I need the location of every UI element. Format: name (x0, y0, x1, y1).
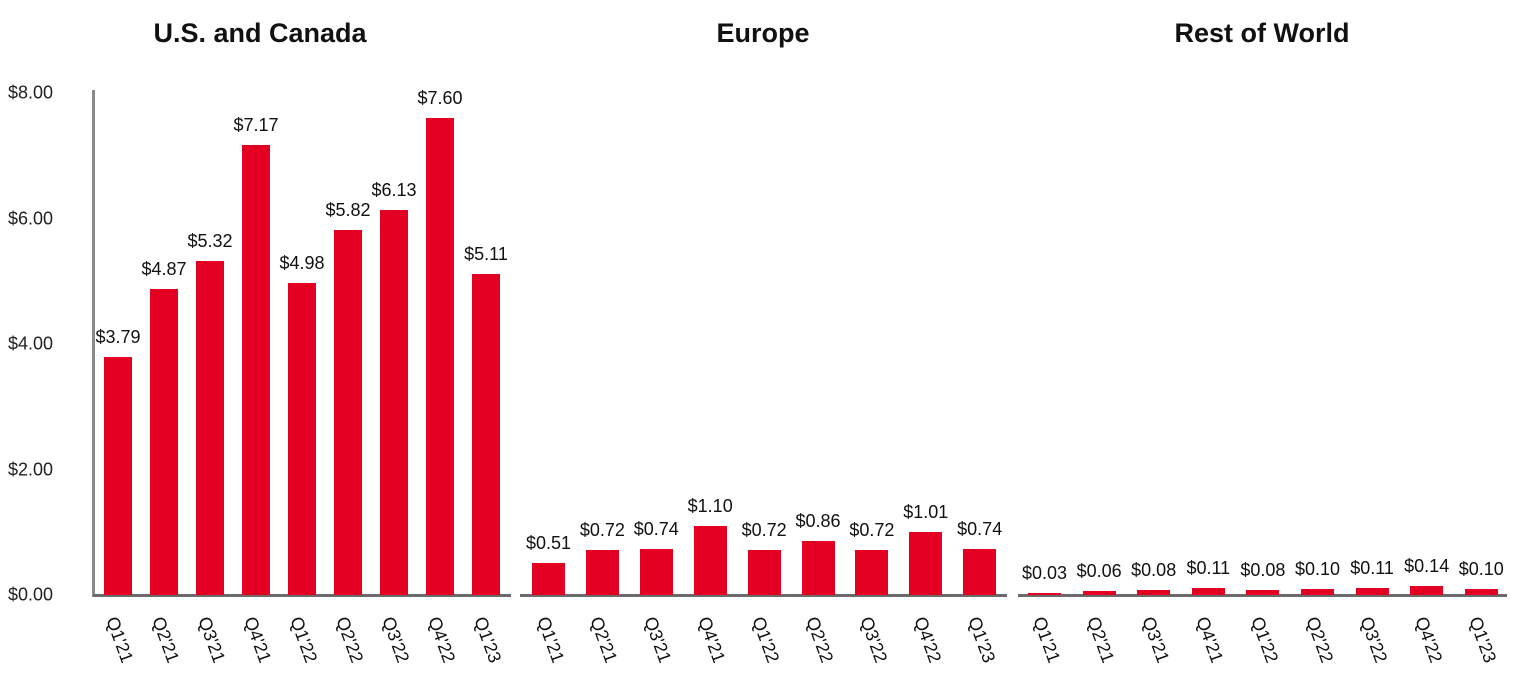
bar-value-label: $0.74 (957, 518, 1003, 539)
bar-value-label: $0.10 (1294, 558, 1341, 579)
bar-value-label: $1.01 (903, 501, 949, 522)
bar-value-label: $1.10 (687, 495, 733, 516)
bar-value-label: $0.51 (525, 532, 572, 553)
bar (426, 118, 454, 595)
bar-value-label: $5.82 (325, 199, 371, 220)
bar (288, 282, 316, 595)
x-axis-category-label: Q1'22 (1247, 614, 1283, 666)
x-axis-baseline (1018, 594, 1507, 597)
bar (1191, 588, 1225, 595)
bar-value-label: $7.60 (417, 88, 463, 109)
x-axis-category-label: Q3'21 (1137, 614, 1173, 666)
x-axis-category-label: Q3'22 (1356, 614, 1392, 666)
x-axis-category-label: Q3'22 (378, 614, 414, 666)
y-axis-line (92, 90, 95, 597)
x-axis-baseline (520, 594, 1007, 597)
x-axis-category-label: Q4'22 (1410, 614, 1446, 666)
bar (747, 549, 781, 595)
x-axis-category-label: Q2'21 (148, 614, 184, 666)
bar (472, 274, 500, 595)
bar (639, 548, 673, 595)
bar (1028, 593, 1061, 595)
bar-value-label: $0.03 (1021, 563, 1068, 584)
x-axis-category-label: Q4'22 (910, 614, 946, 666)
x-axis-category-label: Q1'21 (102, 614, 138, 666)
x-axis-category-label: Q2'21 (1083, 614, 1119, 666)
bar-value-label: $0.72 (849, 519, 895, 540)
bar (532, 562, 565, 595)
bar (693, 525, 727, 595)
bar-value-label: $3.79 (95, 327, 141, 348)
x-axis-category-label: Q3'21 (194, 614, 230, 666)
x-axis-category-label: Q1'23 (470, 614, 506, 666)
bar (855, 549, 889, 595)
x-axis-category-label: Q4'21 (1192, 614, 1228, 666)
x-axis-category-label: Q2'22 (332, 614, 368, 666)
bar-value-label: $0.72 (741, 519, 787, 540)
bar-value-label: $0.10 (1458, 558, 1504, 579)
y-axis-tick-label: $0.00 (8, 584, 54, 605)
bar-value-label: $4.87 (141, 259, 187, 280)
panel-title: U.S. and Canada (153, 18, 367, 48)
x-axis-category-label: Q4'21 (694, 614, 730, 666)
bar-value-label: $6.13 (371, 180, 417, 201)
bar (909, 531, 943, 595)
x-axis-category-label: Q4'22 (424, 614, 460, 666)
bar-value-label: $0.14 (1404, 556, 1450, 577)
x-axis-category-label: Q2'22 (802, 614, 838, 666)
bar (242, 145, 270, 595)
bar-value-label: $7.17 (233, 115, 279, 136)
bar-value-label: $0.11 (1186, 558, 1231, 579)
bar-value-label: $0.08 (1240, 559, 1286, 580)
bar (1464, 588, 1498, 595)
x-axis-category-label: Q3'21 (640, 614, 676, 666)
bar (1137, 589, 1171, 595)
x-axis-category-label: Q1'23 (1465, 614, 1501, 666)
x-axis-category-label: Q1'21 (532, 614, 568, 666)
bar (1082, 591, 1116, 595)
bar-value-label: $0.08 (1131, 559, 1177, 580)
panel-title: Europe (716, 18, 810, 48)
y-axis-tick-label: $4.00 (8, 333, 54, 354)
x-axis-baseline (93, 594, 511, 597)
bar (196, 261, 224, 595)
y-axis-tick-label: $2.00 (8, 459, 54, 479)
x-axis-category-label: Q1'23 (963, 614, 999, 666)
bar (150, 289, 178, 595)
bar (801, 541, 835, 595)
bar (1355, 588, 1389, 595)
y-axis-tick-label: $8.00 (8, 82, 54, 103)
bar-value-label: $0.11 (1350, 558, 1394, 579)
bar (104, 357, 132, 595)
bar-value-label: $5.11 (464, 244, 508, 265)
x-axis-category-label: Q1'22 (748, 614, 784, 666)
bar-value-label: $0.86 (795, 511, 841, 532)
x-axis-category-label: Q1'22 (286, 614, 322, 666)
x-axis-category-label: Q1'21 (1028, 614, 1064, 666)
bar (334, 229, 362, 595)
x-axis-category-label: Q2'22 (1301, 614, 1337, 666)
bar-value-label: $4.98 (279, 252, 325, 273)
bar-value-label: $5.32 (187, 231, 233, 252)
bar (1301, 588, 1334, 595)
bar (1246, 589, 1280, 595)
bar-value-label: $0.06 (1076, 561, 1122, 582)
x-axis-category-label: Q4'21 (240, 614, 276, 666)
bar (380, 210, 408, 595)
bar-value-label: $0.72 (579, 519, 625, 540)
panel-title: Rest of World (1174, 18, 1350, 48)
bar-value-label: $0.74 (633, 518, 679, 539)
x-axis-category-label: Q2'21 (586, 614, 622, 666)
y-axis-tick-label: $6.00 (8, 208, 54, 228)
bar (585, 549, 619, 595)
x-axis-category-label: Q3'22 (856, 614, 892, 666)
bar (1410, 586, 1444, 595)
bar (963, 548, 997, 595)
